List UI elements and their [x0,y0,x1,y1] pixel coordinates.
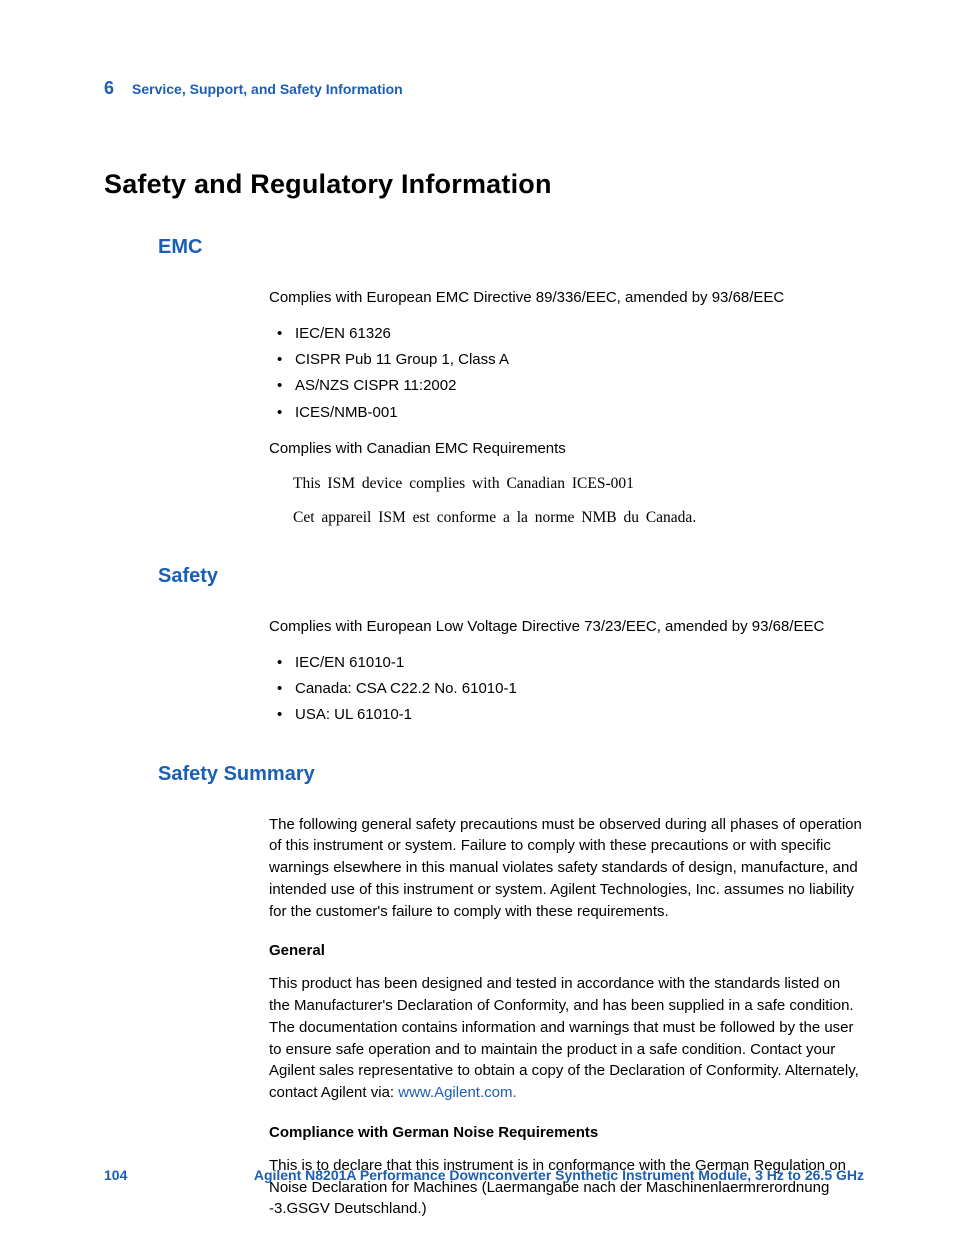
section-emc-heading: EMC [158,236,864,259]
section-summary-heading: Safety Summary [158,763,864,786]
list-item: USA: UL 61010-1 [269,702,864,728]
page-number: 104 [104,1167,127,1183]
emc-canadian-fr: Cet appareil ISM est conforme a la norme… [293,506,864,531]
agilent-link[interactable]: www.Agilent.com. [398,1084,516,1101]
summary-para: The following general safety precautions… [269,814,864,923]
list-item: IEC/EN 61326 [269,321,864,347]
general-text: This product has been designed and teste… [269,975,859,1101]
emc-canadian-en: This ISM device complies with Canadian I… [293,472,864,497]
safety-intro: Complies with European Low Voltage Direc… [269,616,864,638]
section-emc-body: Complies with European EMC Directive 89/… [269,287,864,531]
document-page: 6 Service, Support, and Safety Informati… [0,0,954,1220]
general-para: This product has been designed and teste… [269,973,864,1104]
list-item: IEC/EN 61010-1 [269,650,864,676]
safety-bullet-list: IEC/EN 61010-1 Canada: CSA C22.2 No. 610… [269,650,864,729]
section-safety-body: Complies with European Low Voltage Direc… [269,616,864,729]
german-para: This is to declare that this instrument … [269,1155,864,1220]
list-item: CISPR Pub 11 Group 1, Class A [269,347,864,373]
emc-canadian-intro: Complies with Canadian EMC Requirements [269,438,864,460]
section-safety-heading: Safety [158,565,864,588]
list-item: Canada: CSA C22.2 No. 61010-1 [269,676,864,702]
section-summary-body: The following general safety precautions… [269,814,864,1221]
list-item: AS/NZS CISPR 11:2002 [269,373,864,399]
emc-intro: Complies with European EMC Directive 89/… [269,287,864,309]
chapter-title: Service, Support, and Safety Information [132,81,403,97]
list-item: ICES/NMB-001 [269,400,864,426]
footer-doc-title: Agilent N8201A Performance Downconverter… [254,1167,864,1183]
page-footer: 104 Agilent N8201A Performance Downconve… [104,1167,864,1183]
subsection-general-heading: General [269,942,864,959]
page-heading: Safety and Regulatory Information [104,169,864,200]
emc-bullet-list: IEC/EN 61326 CISPR Pub 11 Group 1, Class… [269,321,864,426]
subsection-german-heading: Compliance with German Noise Requirement… [269,1124,864,1141]
running-header: 6 Service, Support, and Safety Informati… [104,78,864,99]
chapter-number: 6 [104,78,114,99]
